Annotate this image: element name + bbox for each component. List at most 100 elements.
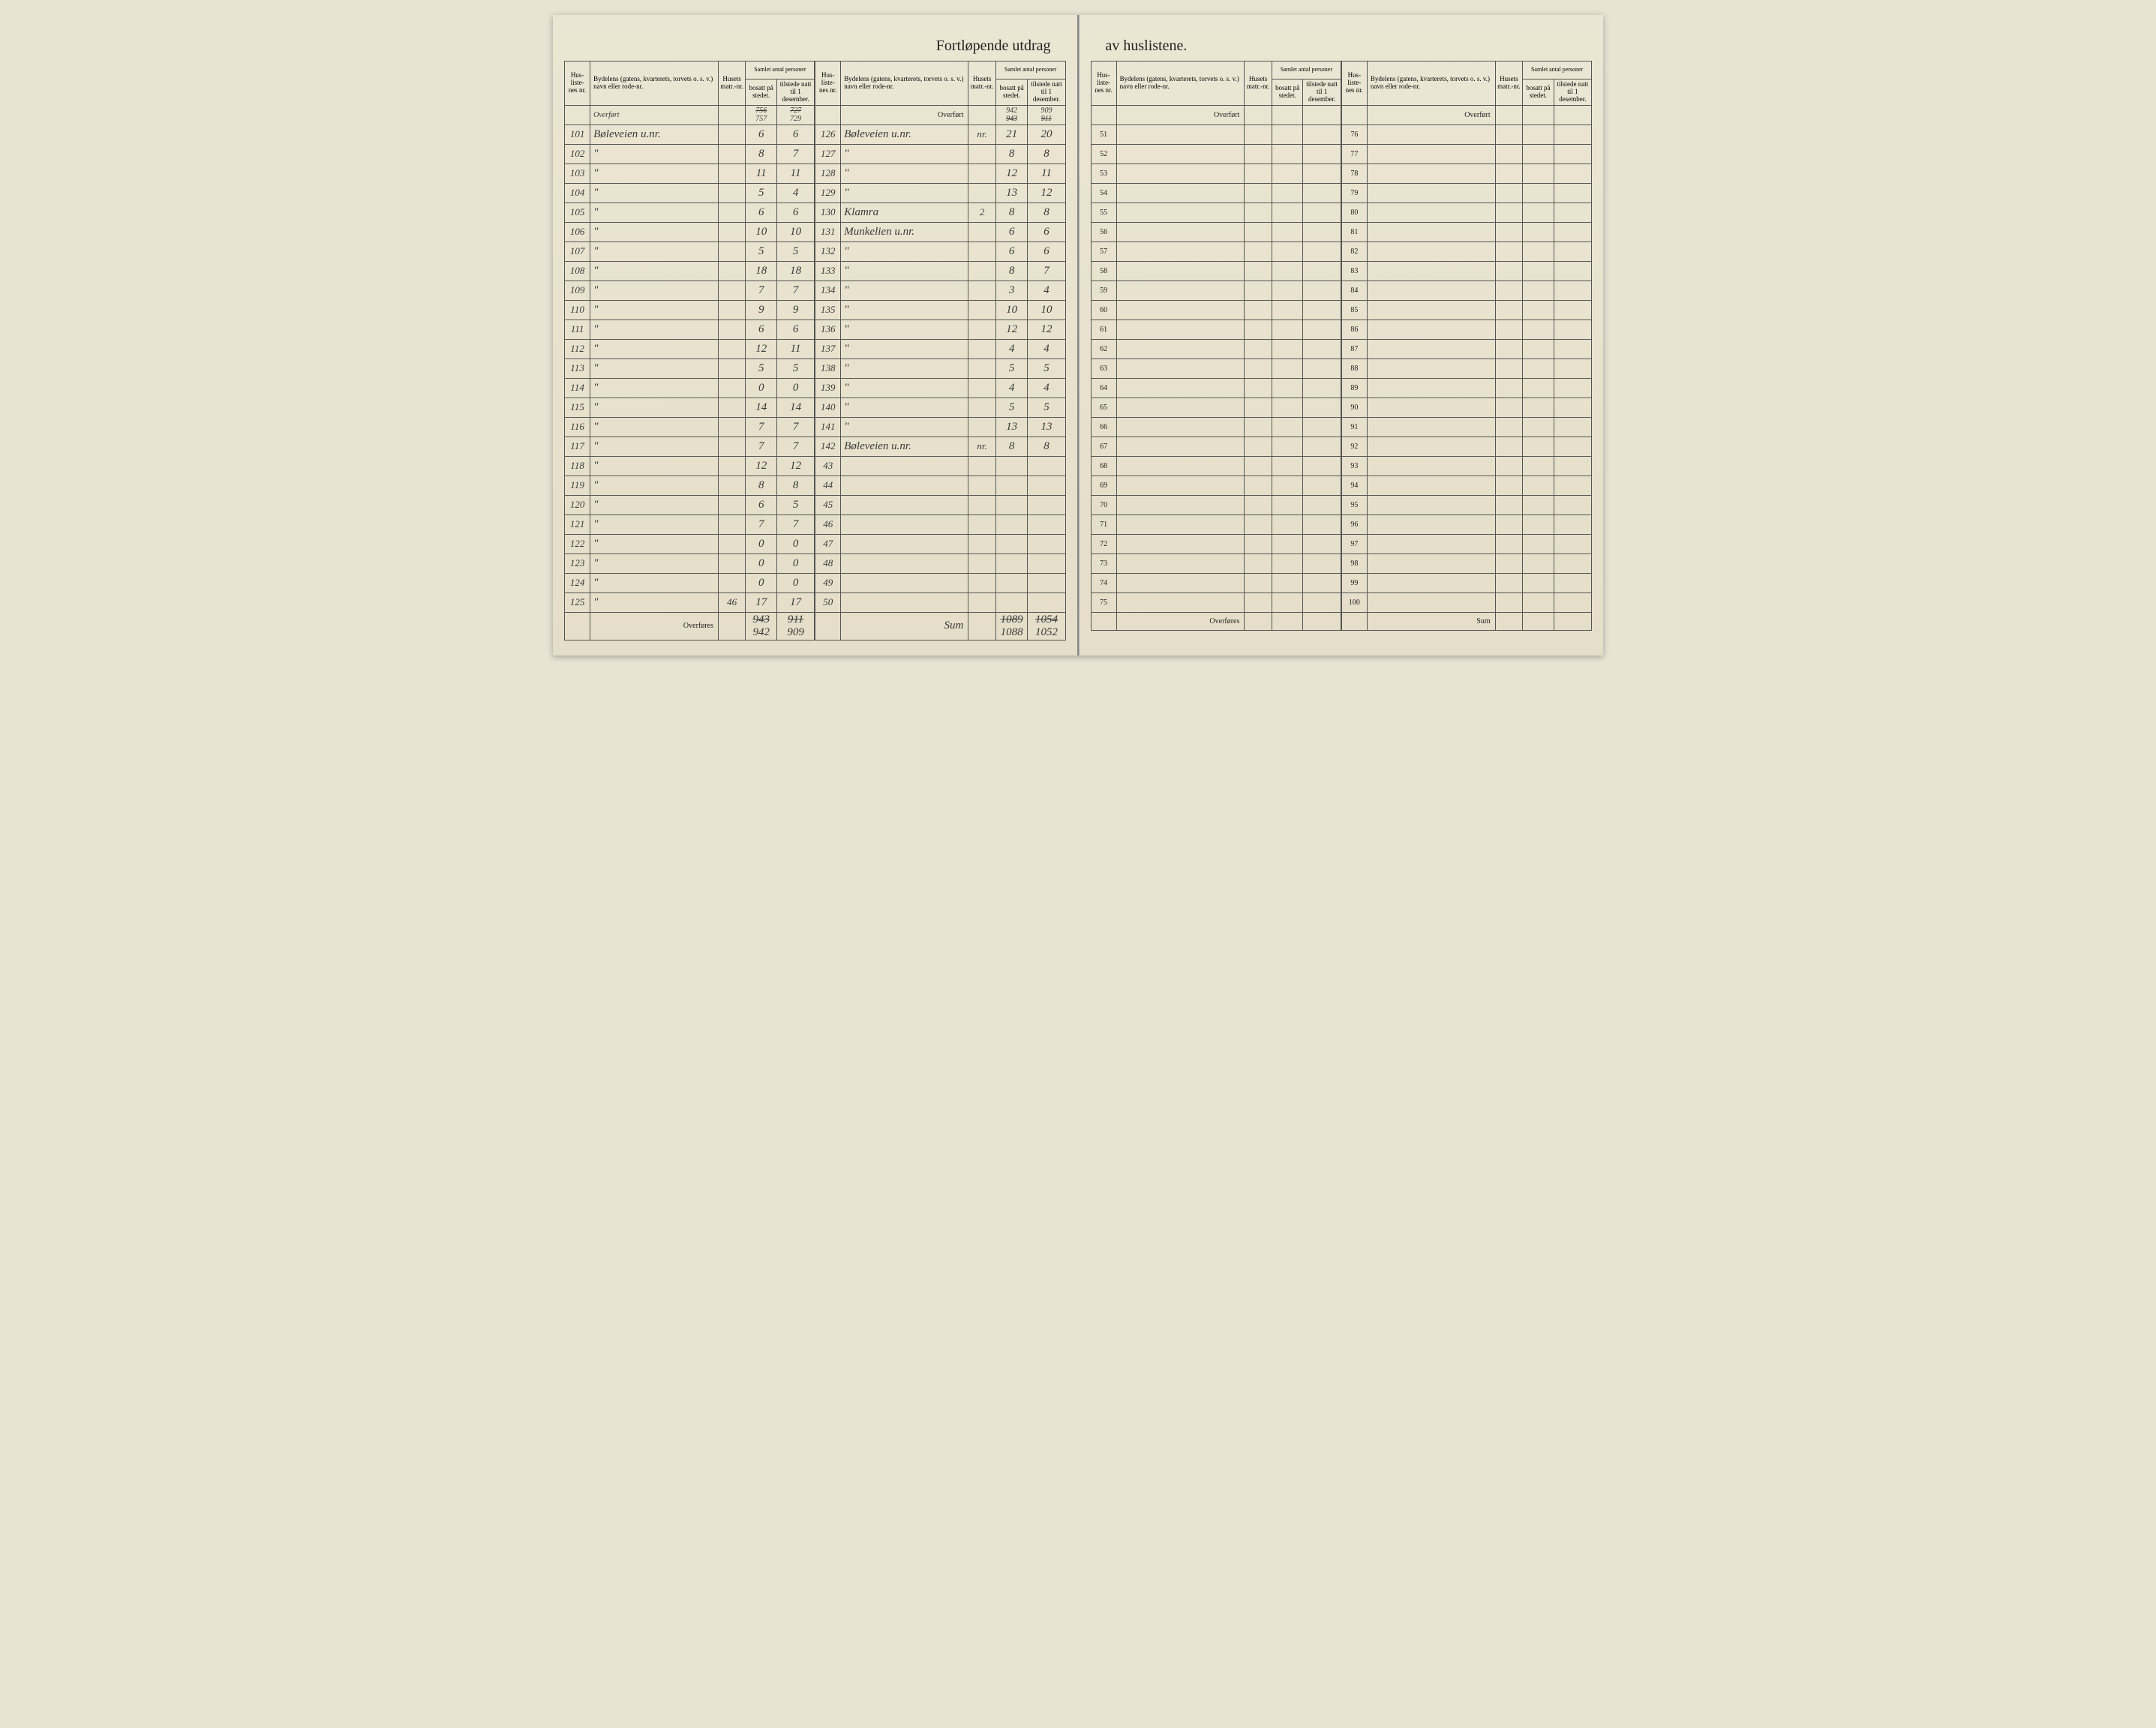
cell-nr: 113 [565, 358, 590, 378]
table-row: 69 [1091, 476, 1341, 495]
table-row: 140"55 [815, 398, 1065, 417]
cell-nr: 134 [815, 280, 841, 300]
cell-tilstede: 14 [776, 398, 814, 417]
cell-matr [718, 398, 746, 417]
table-row: 89 [1341, 378, 1591, 398]
cell-tilstede: 6 [1028, 242, 1065, 261]
table-row: 55 [1091, 202, 1341, 222]
cell-matr [968, 514, 995, 534]
cell-nr: 70 [1091, 495, 1116, 514]
carry-top-row2: Overført 942 943 909 911 [815, 105, 1065, 124]
cell-nr: 127 [815, 144, 841, 164]
table-row: 56 [1091, 222, 1341, 242]
cell-nr: 110 [565, 300, 590, 320]
cell-matr [718, 436, 746, 456]
table-row: 137"44 [815, 339, 1065, 358]
table-row: 73 [1091, 554, 1341, 573]
cell-matr [718, 320, 746, 339]
table-row: 117"77 [565, 436, 815, 456]
carry-b2: 757 [755, 115, 767, 123]
table-row: 104"54 [565, 183, 815, 202]
cell-nr: 126 [815, 124, 841, 144]
cell-nr: 81 [1341, 222, 1367, 242]
th-samlet: Samlet antal personer [746, 62, 815, 80]
table-row: 116"77 [565, 417, 815, 436]
cell-tilstede: 8 [1028, 144, 1065, 164]
cell-nr: 103 [565, 164, 590, 183]
cell-bydel: " [590, 398, 719, 417]
cell-bydel: " [590, 202, 719, 222]
cell-tilstede: 4 [1028, 339, 1065, 358]
cell-matr [718, 378, 746, 398]
table-row: 68 [1091, 456, 1341, 476]
cell-nr: 92 [1341, 436, 1367, 456]
cell-bosatt: 7 [746, 417, 776, 436]
table-row: 109"77 [565, 280, 815, 300]
table-row: 129"1312 [815, 183, 1065, 202]
cell-tilstede: 5 [1028, 398, 1065, 417]
cell-nr: 133 [815, 261, 841, 280]
cell-tilstede: 12 [1028, 320, 1065, 339]
table-row: 57 [1091, 242, 1341, 261]
cell-matr [718, 339, 746, 358]
cell-bydel: " [841, 144, 968, 164]
table-row: 45 [815, 495, 1065, 514]
cell-nr: 119 [565, 476, 590, 495]
cell-bydel: " [590, 436, 719, 456]
cell-bydel [841, 476, 968, 495]
cell-matr [718, 514, 746, 534]
cell-bosatt: 4 [995, 339, 1028, 358]
table-row: 105"66 [565, 202, 815, 222]
cell-bosatt: 18 [746, 261, 776, 280]
cell-tilstede: 9 [776, 300, 814, 320]
cell-bosatt: 5 [746, 358, 776, 378]
cell-matr [718, 202, 746, 222]
cell-matr [968, 164, 995, 183]
table-row: 47 [815, 534, 1065, 554]
cell-bydel: " [590, 514, 719, 534]
cell-bosatt: 13 [995, 417, 1028, 436]
cell-nr: 62 [1091, 339, 1116, 358]
cell-nr: 58 [1091, 261, 1116, 280]
cell-bydel: " [841, 417, 968, 436]
table-row: 130Klamra288 [815, 202, 1065, 222]
cell-bosatt: 8 [995, 144, 1028, 164]
table-row: 46 [815, 514, 1065, 534]
table-row: 88 [1341, 358, 1591, 378]
cell-tilstede: 8 [1028, 436, 1065, 456]
cell-bosatt: 14 [746, 398, 776, 417]
cell-matr [968, 476, 995, 495]
cell-nr: 82 [1341, 242, 1367, 261]
cell-nr: 100 [1341, 592, 1367, 612]
cell-tilstede: 17 [776, 592, 814, 612]
cell-bosatt: 8 [995, 436, 1028, 456]
cell-nr: 128 [815, 164, 841, 183]
table-row: 44 [815, 476, 1065, 495]
table-row: 103"1111 [565, 164, 815, 183]
cell-bydel: " [841, 320, 968, 339]
cell-nr: 129 [815, 183, 841, 202]
cell-matr [968, 242, 995, 261]
cell-bydel [841, 495, 968, 514]
cell-nr: 77 [1341, 144, 1367, 164]
cell-tilstede: 0 [776, 378, 814, 398]
cell-tilstede: 5 [776, 242, 814, 261]
cell-nr: 54 [1091, 183, 1116, 202]
cell-nr: 97 [1341, 534, 1367, 554]
carry-b-strike: 756 [755, 106, 767, 115]
cell-tilstede [1028, 476, 1065, 495]
cell-bydel [841, 534, 968, 554]
cell-nr: 90 [1341, 398, 1367, 417]
cell-matr [718, 476, 746, 495]
cell-matr: nr. [968, 124, 995, 144]
cell-bosatt: 21 [995, 124, 1028, 144]
cell-bosatt: 5 [995, 358, 1028, 378]
cell-matr [718, 222, 746, 242]
cell-bydel: Munkelien u.nr. [841, 222, 968, 242]
cell-matr [718, 554, 746, 573]
cell-bydel: " [590, 320, 719, 339]
cell-bydel: " [841, 358, 968, 378]
cell-bydel: Bøleveien u.nr. [841, 124, 968, 144]
cell-matr [718, 573, 746, 592]
cell-nr: 125 [565, 592, 590, 612]
